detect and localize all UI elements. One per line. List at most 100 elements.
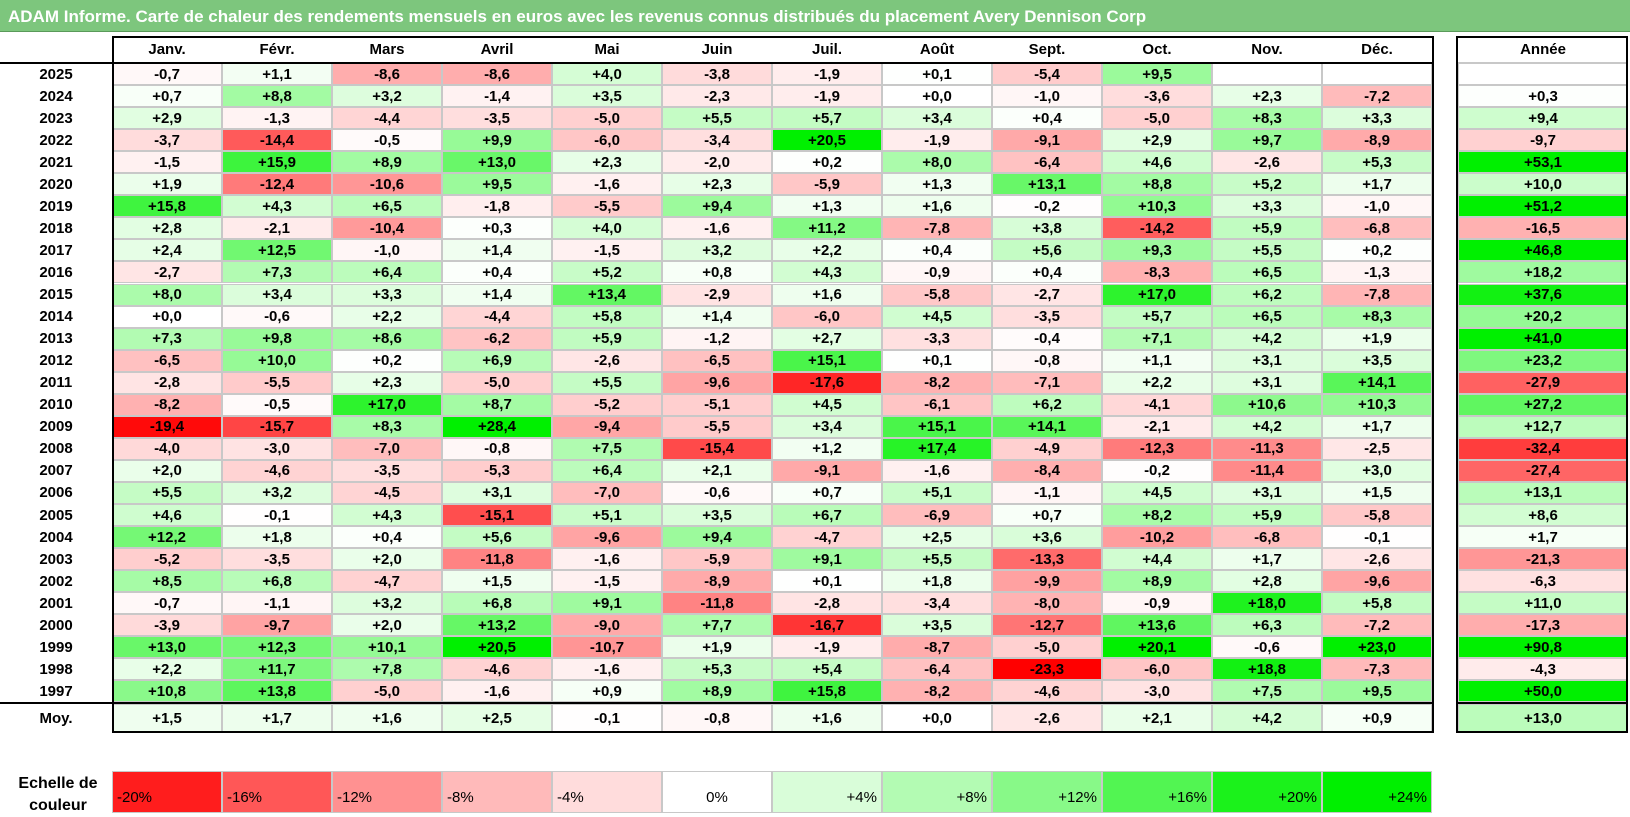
year-label: 2000 [39, 616, 73, 634]
heatmap-cell: +2,9 [112, 107, 222, 130]
annual-cell: +13,1 [1458, 481, 1628, 504]
year-label: 2007 [39, 462, 73, 480]
heatmap-cell: -10,7 [552, 636, 662, 659]
year-label: 2011 [39, 374, 73, 392]
annual-cell: -9,7 [1458, 129, 1628, 152]
title-bar: ADAM Informe. Carte de chaleur des rende… [0, 0, 1630, 32]
year-label: 2024 [39, 87, 73, 105]
color-scale-step: +8% [882, 771, 992, 813]
heatmap-cell: -9,0 [552, 614, 662, 637]
heatmap-cell: -10,6 [332, 173, 442, 196]
heatmap-cell: +4,5 [772, 393, 882, 416]
heatmap-cell: -1,9 [772, 636, 882, 659]
heatmap-cell: +5,7 [772, 107, 882, 130]
heatmap-cell: +3,2 [662, 239, 772, 262]
heatmap-cell: +8,3 [1322, 305, 1432, 328]
heatmap-cell: -15,4 [662, 437, 772, 460]
year-label: 2012 [39, 352, 73, 370]
year-label: 2008 [39, 440, 73, 458]
heatmap-cell: -4,6 [992, 680, 1102, 703]
heatmap-cell: -6,4 [882, 658, 992, 681]
heatmap-cell: -2,5 [1322, 437, 1432, 460]
average-cell: +1,6 [332, 704, 442, 733]
heatmap-cell: +15,9 [222, 151, 332, 174]
heatmap-cell: +13,8 [222, 680, 332, 703]
heatmap-cell: -11,4 [1212, 459, 1322, 482]
year-label: 2003 [39, 550, 73, 568]
heatmap-cell: +0,4 [992, 261, 1102, 284]
heatmap-cell: +3,0 [1322, 459, 1432, 482]
heatmap-cell: +1,3 [772, 195, 882, 218]
heatmap-cell: -3,9 [112, 614, 222, 637]
heatmap-cell: -7,2 [1322, 614, 1432, 637]
heatmap-cell: -6,0 [772, 305, 882, 328]
average-cell: +2,5 [442, 704, 552, 733]
heatmap-cell: +2,7 [772, 327, 882, 350]
year-label: 2009 [39, 418, 73, 436]
heatmap-cell: -4,6 [442, 658, 552, 681]
average-cell: +1,6 [772, 704, 882, 733]
heatmap-cell: +5,9 [1212, 504, 1322, 527]
heatmap-cell: +3,5 [1322, 349, 1432, 372]
annual-cell: +27,2 [1458, 393, 1628, 416]
heatmap-cell: +3,4 [882, 107, 992, 130]
heatmap-cell: -4,9 [992, 437, 1102, 460]
heatmap-cell: +5,2 [1212, 173, 1322, 196]
heatmap-cell: -9,9 [992, 570, 1102, 593]
heatmap-cell: +8,9 [1102, 570, 1212, 593]
heatmap-cell: +15,8 [112, 195, 222, 218]
heatmap-cell: +14,1 [992, 415, 1102, 438]
heatmap-cell: -0,6 [662, 481, 772, 504]
heatmap-cell: +5,8 [552, 305, 662, 328]
heatmap-cell: +4,0 [552, 217, 662, 240]
heatmap-cell: +7,5 [552, 437, 662, 460]
heatmap-cell: +2,8 [112, 217, 222, 240]
heatmap-cell: +0,3 [442, 217, 552, 240]
heatmap-cell: +3,4 [772, 415, 882, 438]
average-cell: +2,1 [1102, 704, 1212, 733]
heatmap-cell: +8,0 [882, 151, 992, 174]
heatmap-cell: -12,3 [1102, 437, 1212, 460]
heatmap-cell: -5,8 [882, 283, 992, 306]
heatmap-cell: +2,0 [332, 614, 442, 637]
heatmap-cell: -1,6 [552, 658, 662, 681]
heatmap-cell: -6,2 [442, 327, 552, 350]
heatmap-cell: -3,3 [882, 327, 992, 350]
heatmap-cell: +9,4 [662, 526, 772, 549]
heatmap-cell: +10,3 [1102, 195, 1212, 218]
heatmap-cell: +6,4 [552, 459, 662, 482]
heatmap-cell: +1,7 [1212, 548, 1322, 571]
heatmap-cell: -0,2 [1102, 459, 1212, 482]
heatmap-cell: -0,7 [112, 63, 222, 86]
month-header: Juin [662, 36, 772, 63]
heatmap-cell: +6,7 [772, 504, 882, 527]
heatmap-cell: +10,6 [1212, 393, 1322, 416]
heatmap-cell: -7,3 [1322, 658, 1432, 681]
heatmap-cell: +4,2 [1212, 415, 1322, 438]
year-label: 2010 [39, 396, 73, 414]
heatmap-cell: +1,7 [1322, 415, 1432, 438]
heatmap-cell: +8,7 [442, 393, 552, 416]
heatmap-cell: +1,2 [772, 437, 882, 460]
heatmap-cell: +2,9 [1102, 129, 1212, 152]
heatmap-cell: +4,2 [1212, 327, 1322, 350]
heatmap-cell: +13,6 [1102, 614, 1212, 637]
color-scale-step: -16% [222, 771, 332, 813]
heatmap-cell: +4,5 [1102, 481, 1212, 504]
year-label: 2016 [39, 263, 73, 281]
heatmap-cell: +5,2 [552, 261, 662, 284]
heatmap-cell: -5,3 [442, 459, 552, 482]
heatmap-cell: +28,4 [442, 415, 552, 438]
heatmap-cell: +3,6 [992, 526, 1102, 549]
heatmap-cell: -4,5 [332, 481, 442, 504]
year-label: 2013 [39, 330, 73, 348]
heatmap-cell: -2,8 [772, 592, 882, 615]
heatmap-cell: -1,0 [1322, 195, 1432, 218]
heatmap-cell: -1,2 [662, 327, 772, 350]
average-cell: +1,7 [222, 704, 332, 733]
heatmap-cell: -9,4 [552, 415, 662, 438]
heatmap-cell: -1,6 [662, 217, 772, 240]
heatmap-cell: +4,3 [332, 504, 442, 527]
heatmap-cell: +4,3 [222, 195, 332, 218]
month-header: Déc. [1322, 36, 1432, 63]
